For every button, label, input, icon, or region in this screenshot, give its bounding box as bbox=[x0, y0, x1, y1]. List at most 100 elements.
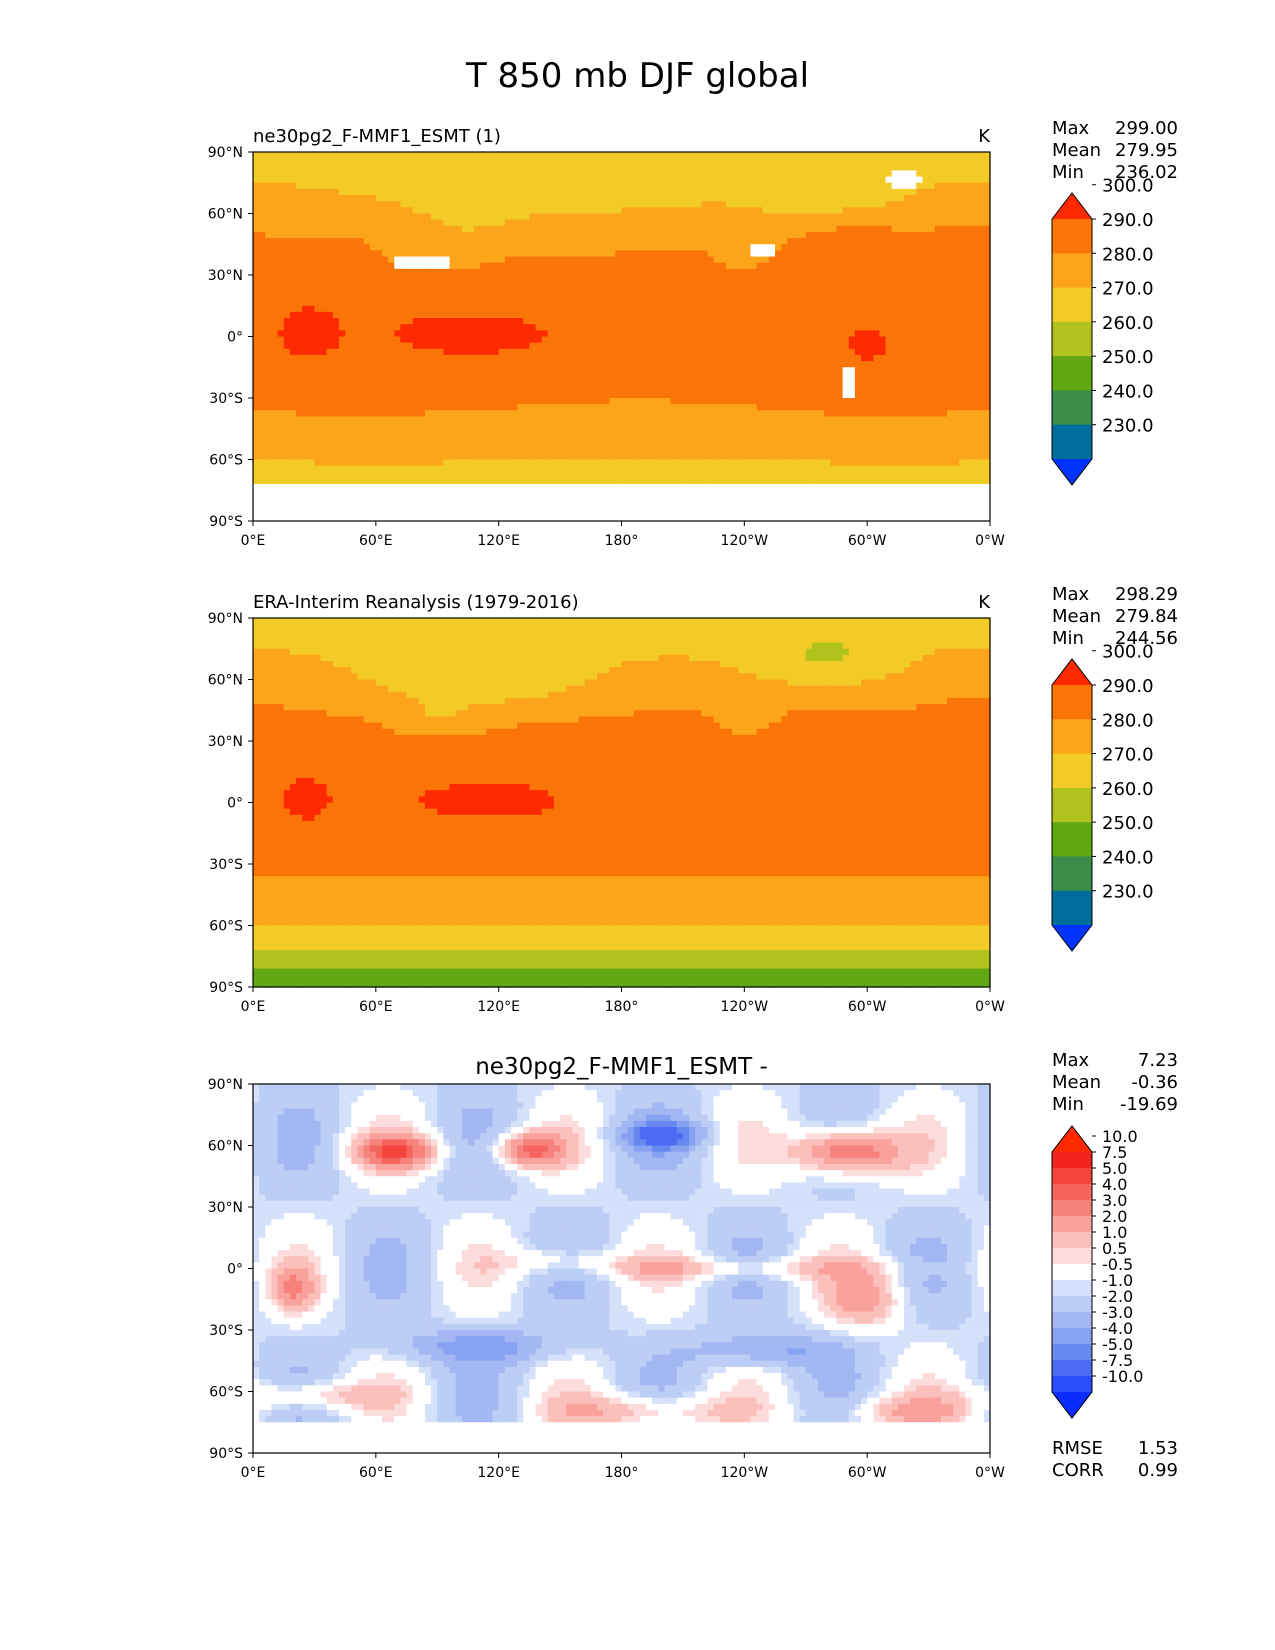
map-cell bbox=[726, 343, 733, 350]
map-cell bbox=[787, 343, 794, 350]
map-cell bbox=[278, 164, 285, 171]
map-cell bbox=[554, 404, 561, 411]
map-cell bbox=[566, 293, 573, 300]
map-cell bbox=[658, 330, 665, 337]
map-cell bbox=[499, 337, 506, 344]
map-cell bbox=[407, 152, 414, 159]
map-cell bbox=[806, 361, 813, 368]
map-cell bbox=[695, 257, 702, 264]
map-cell bbox=[750, 398, 757, 405]
map-cell bbox=[493, 324, 500, 331]
map-cell bbox=[689, 275, 696, 282]
map-cell bbox=[284, 398, 291, 405]
map-cell bbox=[609, 392, 616, 399]
map-cell bbox=[591, 300, 598, 307]
map-cell bbox=[836, 232, 843, 239]
map-cell bbox=[640, 238, 647, 245]
map-cell bbox=[646, 361, 653, 368]
map-cell bbox=[290, 232, 297, 239]
map-cell bbox=[634, 238, 641, 245]
map-cell bbox=[462, 398, 469, 405]
map-cell bbox=[793, 257, 800, 264]
map-cell bbox=[836, 214, 843, 221]
map-cell bbox=[345, 287, 352, 294]
map-cell bbox=[474, 324, 481, 331]
map-cell bbox=[271, 287, 278, 294]
map-cell bbox=[695, 220, 702, 227]
map-cell bbox=[916, 257, 923, 264]
map-cell bbox=[904, 269, 911, 276]
map-cell bbox=[965, 170, 972, 177]
map-cell bbox=[763, 226, 770, 233]
map-cell bbox=[843, 324, 850, 331]
map-cell bbox=[468, 293, 475, 300]
map-cell bbox=[572, 398, 579, 405]
map-cell bbox=[609, 189, 616, 196]
map-cell bbox=[965, 386, 972, 393]
map-cell bbox=[941, 170, 948, 177]
map-cell bbox=[806, 355, 813, 362]
map-cell bbox=[425, 275, 432, 282]
map-cell bbox=[585, 158, 592, 165]
map-cell bbox=[707, 287, 714, 294]
map-cell bbox=[806, 250, 813, 257]
map-cell bbox=[972, 343, 979, 350]
map-cell bbox=[284, 361, 291, 368]
map-cell bbox=[695, 386, 702, 393]
map-cell bbox=[628, 392, 635, 399]
map-cell bbox=[388, 232, 395, 239]
map-cell bbox=[726, 244, 733, 251]
map-cell bbox=[953, 244, 960, 251]
map-cell bbox=[683, 183, 690, 190]
map-cell bbox=[738, 220, 745, 227]
map-cell bbox=[609, 220, 616, 227]
map-cell bbox=[757, 349, 764, 356]
map-cell bbox=[959, 244, 966, 251]
map-cell bbox=[585, 380, 592, 387]
map-cell bbox=[855, 355, 862, 362]
map-cell bbox=[793, 300, 800, 307]
map-cell bbox=[321, 269, 328, 276]
map-cell bbox=[308, 398, 315, 405]
map-cell bbox=[609, 380, 616, 387]
map-cell bbox=[646, 373, 653, 380]
map-cell bbox=[947, 164, 954, 171]
map-cell bbox=[947, 183, 954, 190]
map-cell bbox=[640, 386, 647, 393]
map-cell bbox=[554, 257, 561, 264]
map-cell bbox=[664, 281, 671, 288]
map-cell bbox=[646, 392, 653, 399]
map-cell bbox=[579, 201, 586, 208]
map-cell bbox=[867, 177, 874, 184]
map-cell bbox=[738, 330, 745, 337]
map-cell bbox=[413, 287, 420, 294]
map-cell bbox=[707, 380, 714, 387]
map-cell bbox=[658, 207, 665, 214]
map-cell bbox=[603, 392, 610, 399]
map-cell bbox=[333, 300, 340, 307]
map-cell bbox=[456, 324, 463, 331]
map-cell bbox=[843, 220, 850, 227]
map-cell bbox=[560, 281, 567, 288]
map-cell bbox=[603, 238, 610, 245]
map-cell bbox=[671, 170, 678, 177]
map-cell bbox=[972, 330, 979, 337]
map-cell bbox=[425, 380, 432, 387]
map-cell bbox=[818, 373, 825, 380]
map-cell bbox=[910, 275, 917, 282]
map-cell bbox=[652, 263, 659, 270]
map-cell bbox=[634, 269, 641, 276]
map-cell bbox=[806, 164, 813, 171]
map-cell bbox=[892, 183, 899, 190]
map-cell bbox=[290, 275, 297, 282]
map-cell bbox=[339, 355, 346, 362]
map-cell bbox=[658, 312, 665, 319]
map-cell bbox=[388, 318, 395, 325]
map-cell bbox=[572, 330, 579, 337]
map-cell bbox=[450, 158, 457, 165]
map-cell bbox=[548, 269, 555, 276]
map-cell bbox=[916, 238, 923, 245]
map-cell bbox=[419, 269, 426, 276]
map-cell bbox=[284, 373, 291, 380]
map-cell bbox=[843, 214, 850, 221]
